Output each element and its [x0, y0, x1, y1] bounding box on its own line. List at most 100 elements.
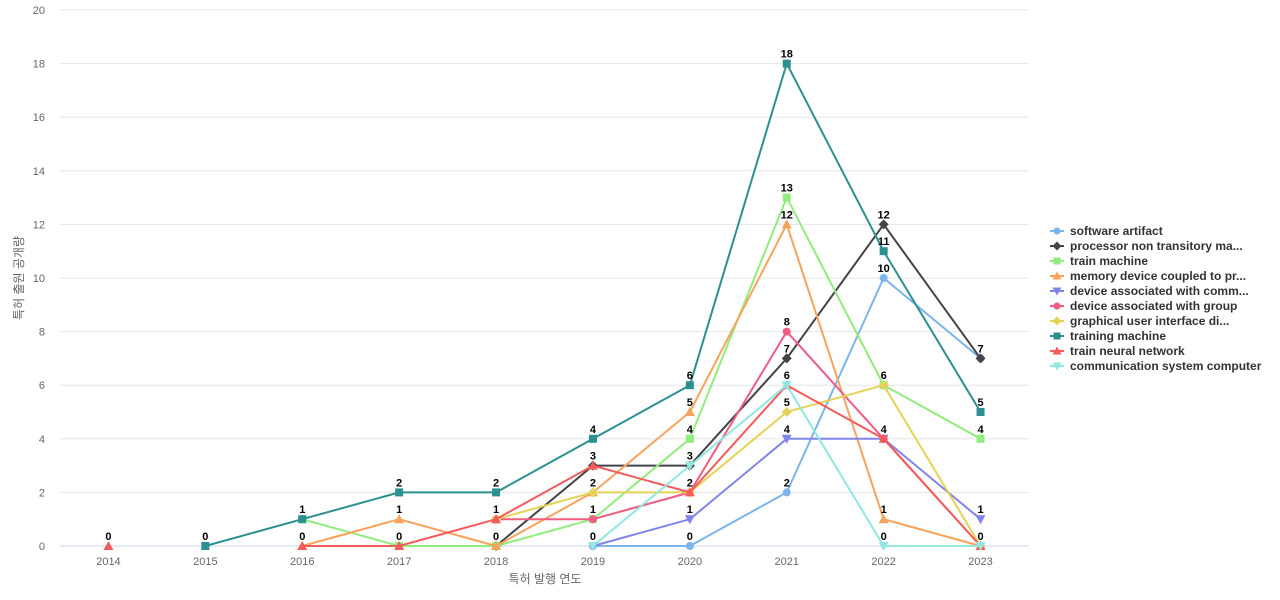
grid [60, 9, 1029, 547]
point-training-machine-2021 [782, 59, 791, 68]
point-memory-device-coupled-to-pr-2018 [491, 541, 502, 550]
point-train-neural-network-2014 [103, 541, 114, 550]
point-training-machine-2020 [685, 381, 694, 390]
y-tick-label-4: 4 [39, 434, 45, 446]
data-label-2016-0: 0 [299, 531, 305, 543]
point-processor-non-transitory-ma-2021 [781, 353, 792, 364]
legend-marker-communication-system-computer [1052, 362, 1062, 371]
y-tick-label-2: 2 [39, 487, 45, 499]
point-graphical-user-interface-di-2019 [587, 487, 598, 498]
legend-item-graphical-user-interface-di[interactable]: graphical user interface di... [1050, 314, 1229, 328]
y-axis-ticks: 0 2 4 6 8 10 12 14 16 18 20 [33, 5, 45, 553]
y-tick-label-20: 20 [33, 5, 45, 17]
data-label-2022-1: 1 [881, 504, 887, 516]
series-line-graphical-user-interface-di [495, 384, 982, 547]
data-label-2019-0: 0 [590, 531, 596, 543]
data-label-2023-0: 0 [977, 531, 983, 543]
data-label-2017-2: 2 [396, 477, 402, 489]
legend-label-software-artifact: software artifact [1070, 224, 1163, 238]
series-line-training-machine [205, 62, 982, 547]
point-memory-device-coupled-to-pr-2021 [781, 219, 792, 229]
point-train-neural-network-2022 [878, 433, 889, 443]
legend-label-train-machine: train machine [1070, 254, 1148, 268]
legend-item-memory-device-coupled-to-pr[interactable]: memory device coupled to pr... [1050, 269, 1246, 283]
data-label-2017-0: 0 [396, 531, 402, 543]
legend-marker-memory-device-coupled-to-pr [1052, 271, 1062, 280]
data-label-2019-1: 1 [590, 504, 596, 516]
legend-marker-training-machine [1053, 332, 1061, 340]
legend-label-memory-device-coupled-to-pr: memory device coupled to pr... [1070, 269, 1246, 283]
data-label-2020-0: 0 [687, 531, 693, 543]
legend-item-device-associated-with-comm[interactable]: device associated with comm... [1050, 284, 1249, 298]
point-train-machine-2023 [976, 434, 985, 443]
point-train-neural-network-2019 [587, 460, 598, 470]
point-software-artifact-2020 [685, 542, 694, 550]
point-device-associated-with-group-2019 [588, 515, 597, 524]
data-label-2023-5: 5 [977, 397, 983, 409]
point-graphical-user-interface-di-2022 [878, 380, 889, 391]
point-training-machine-2018 [492, 488, 501, 497]
data-label-2015-0: 0 [202, 531, 208, 543]
data-labels: 0 010210210432106543210181312876542121110… [105, 49, 984, 543]
legend-label-graphical-user-interface-di: graphical user interface di... [1070, 314, 1229, 328]
y-tick-label-16: 16 [33, 112, 45, 124]
point-communication-system-computer-2021 [781, 381, 792, 391]
data-label-2019-3: 3 [590, 451, 596, 463]
point-training-machine-2016 [298, 515, 307, 524]
x-axis-title: 특허 발행 연도 [509, 571, 582, 586]
data-label-2018-2: 2 [493, 477, 499, 489]
data-label-2022-12: 12 [878, 209, 890, 221]
series-training-machine [201, 59, 985, 550]
data-label-2014-0: 0 [105, 531, 111, 543]
series-line-memory-device-coupled-to-pr [301, 223, 981, 547]
legend-item-train-machine[interactable]: train machine [1050, 254, 1148, 268]
data-label-2017-1: 1 [396, 504, 402, 516]
data-label-2022-4: 4 [881, 424, 888, 436]
series-group [103, 59, 986, 551]
data-label-2016-1: 1 [299, 504, 305, 516]
series-line-train-neural-network [302, 384, 982, 547]
data-label-2020-4: 4 [687, 424, 694, 436]
point-memory-device-coupled-to-pr-2022 [878, 514, 889, 524]
legend-item-train-neural-network[interactable]: train neural network [1050, 344, 1185, 358]
point-device-associated-with-comm-2023 [975, 515, 986, 525]
legend-item-processor-non-transitory-ma[interactable]: processor non transitory ma... [1050, 239, 1243, 253]
x-tick-label-2017: 2017 [387, 556, 411, 568]
y-tick-label-14: 14 [33, 166, 45, 178]
y-tick-label-10: 10 [33, 273, 45, 285]
data-label-2023-7: 7 [977, 343, 983, 355]
data-label-2021-13: 13 [781, 183, 793, 195]
point-communication-system-computer-2019 [587, 542, 598, 551]
legend-item-software-artifact[interactable]: software artifact [1050, 224, 1163, 238]
point-train-neural-network-2016 [297, 541, 308, 550]
point-train-machine-2021 [782, 193, 791, 202]
legend-label-train-neural-network: train neural network [1070, 344, 1185, 358]
point-train-neural-network-2017 [394, 541, 405, 550]
legend-item-training-machine[interactable]: training machine [1050, 329, 1166, 343]
point-training-machine-2017 [395, 488, 404, 497]
point-software-artifact-2021 [782, 488, 791, 497]
data-label-2020-3: 3 [687, 451, 693, 463]
point-graphical-user-interface-di-2021 [781, 407, 792, 417]
data-label-2021-8: 8 [784, 317, 790, 329]
point-device-associated-with-group-2021 [782, 327, 791, 336]
data-label-2019-4: 4 [590, 424, 597, 436]
point-device-associated-with-comm-2020 [684, 515, 695, 525]
data-label-2020-6: 6 [687, 370, 693, 382]
x-tick-label-2018: 2018 [484, 556, 508, 568]
x-tick-label-2023: 2023 [968, 556, 992, 568]
data-label-2020-5: 5 [687, 397, 693, 409]
series-communication-system-computer [587, 381, 986, 551]
y-axis-title: 특허 출원 공개량 [12, 236, 26, 320]
point-communication-system-computer-2022 [878, 542, 889, 551]
y-tick-label-0: 0 [39, 541, 45, 553]
data-label-2020-1: 1 [687, 504, 693, 516]
legend-item-communication-system-computer[interactable]: communication system computer [1050, 359, 1262, 373]
x-axis-ticks: 2014 2015 2016 2017 2018 2019 2020 2021 2022 2023 [96, 556, 993, 568]
legend-item-device-associated-with-group[interactable]: device associated with group [1050, 299, 1237, 313]
data-label-2018-0: 0 [493, 531, 499, 543]
series-line-train-machine [301, 196, 982, 547]
x-tick-label-2020: 2020 [678, 556, 702, 568]
